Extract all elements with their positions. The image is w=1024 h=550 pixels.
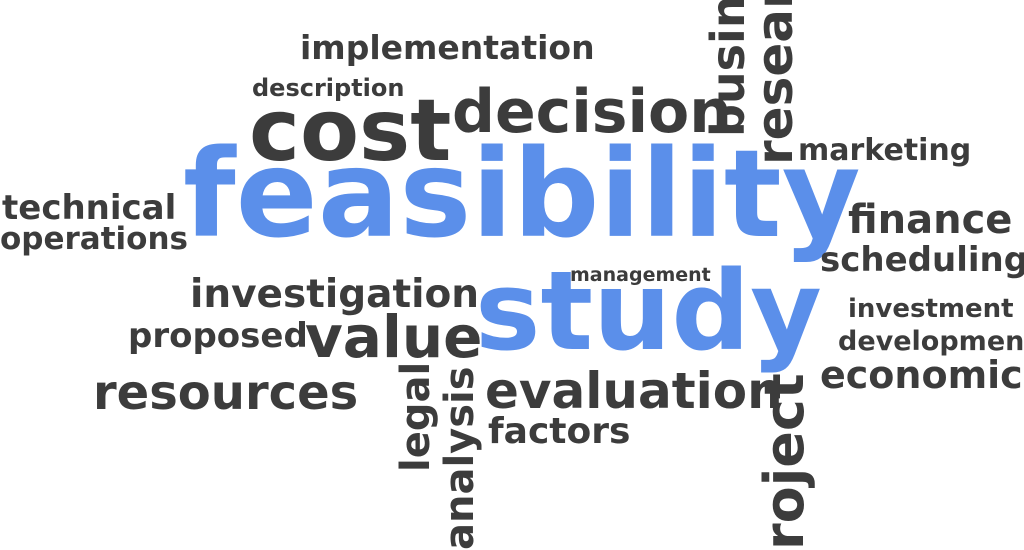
word-economic: economic	[820, 353, 1023, 397]
word-value: value	[305, 303, 483, 371]
word-investigation: investigation	[190, 272, 480, 317]
word-marketing: marketing	[798, 133, 972, 168]
word-implementation: implementation	[300, 28, 595, 67]
word-proposed: proposed	[128, 316, 308, 356]
word-decision: decision	[452, 77, 732, 147]
word-project: roject	[753, 373, 816, 550]
word-scheduling: scheduling	[820, 240, 1024, 280]
word-business: busine	[701, 0, 755, 137]
word-research: researc	[746, 0, 804, 165]
word-operations: operations	[0, 221, 188, 257]
word-resources: resources	[93, 365, 359, 421]
word-analysis: analysis	[437, 366, 483, 550]
word-factors: factors	[488, 411, 631, 452]
word-development: development	[838, 326, 1024, 357]
word-cost: cost	[249, 81, 452, 181]
word-management: management	[570, 264, 711, 286]
word-study: study	[475, 247, 822, 375]
word-feasibility: feasibility	[183, 124, 861, 265]
word-finance: finance	[848, 197, 1013, 243]
word-investment: investment	[848, 294, 1014, 324]
word-legal: legal	[393, 361, 439, 472]
word-technical: technical	[2, 188, 177, 228]
word-description: description	[252, 74, 405, 102]
word-evaluation: evaluation	[485, 362, 783, 420]
